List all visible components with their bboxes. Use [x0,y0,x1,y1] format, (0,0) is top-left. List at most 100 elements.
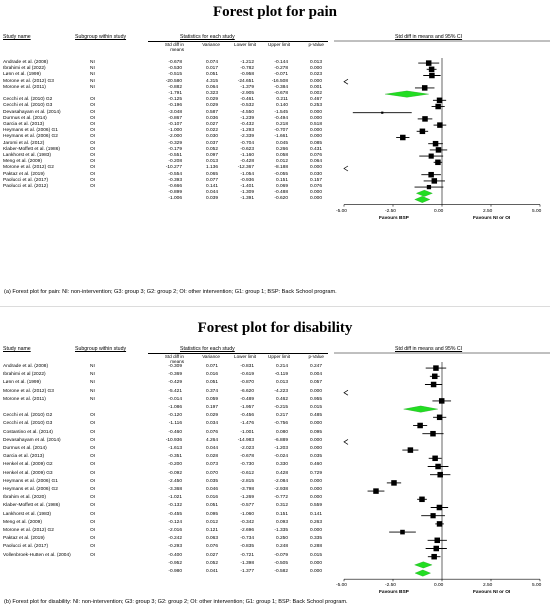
row-p-value: 0.057 [309,380,322,386]
row-smd-value: -0.196 [168,103,182,109]
row-subgroup: OI [90,552,96,558]
row-lo-value: -6.620 [240,388,254,394]
row-p-value: 0.013 [309,60,322,65]
header-subgroup: Subgroup within study [75,346,127,352]
panel-title: Forest plot for disability [197,320,353,336]
row-hi-value: -0.055 [274,171,288,177]
row-subgroup: OI [90,140,96,146]
point-estimate-square [430,430,436,437]
row-hi-value: 0.266 [275,146,288,152]
row-var-value: 0.051 [205,503,218,509]
row-study-name: Meng et al. (2009) [3,159,42,165]
row-p-value: 0.000 [309,128,322,134]
row-var-value: 0.095 [205,511,218,517]
row-subgroup: NI [90,372,95,378]
row-study-name: Lønn et al. (1999) [3,380,41,386]
row-subgroup: OI [90,544,96,550]
point-estimate-square [400,529,405,535]
row-lo-value: -12.367 [237,165,254,171]
header-rule [148,41,328,42]
row-var-value: 0.028 [205,454,218,460]
row-var-value: 0.587 [205,109,218,115]
row-study-name: Morone et al. (2012) G3 [3,388,54,394]
row-lo-value: -0.342 [240,519,254,525]
subgroup-diamond [415,189,433,197]
point-estimate-square [426,184,432,190]
row-subgroup: OI [90,478,96,484]
row-hi-value: 0.045 [275,140,288,146]
x-tick-label: 5.00 [532,208,542,214]
row-lo-value: -2.815 [240,478,254,484]
row-var-value: 0.076 [205,544,218,550]
row-study-name: Lankhorst et al. (1983) [3,153,51,158]
forest-plot-chart [334,40,550,207]
row-hi-value: -0.756 [274,421,288,427]
row-subgroup: OI [90,97,96,103]
row-hi-value: 0.428 [275,470,288,476]
row-study-name: Morone et al. (2011) [3,84,46,90]
row-smd-value: -0.125 [168,97,182,103]
row-subgroup: OI [90,146,96,152]
point-estimate-square [422,116,428,122]
row-subgroup: NI [90,396,95,402]
row-study-name: Andrade et al. (2008) [3,60,49,65]
row-smd-value: -20.580 [165,78,182,84]
x-tick-label: 0.00 [434,583,444,589]
row-lo-value: -1.377 [240,569,254,574]
row-var-value: 0.051 [205,72,218,78]
x-tick-label: -2.50 [385,208,396,214]
row-subgroup: OI [90,511,96,517]
row-study-name: Garcia et al. (2013) [3,122,45,127]
point-estimate-square [417,422,423,429]
point-estimate-square [391,480,397,486]
row-var-value: 0.013 [205,159,218,165]
row-hi-value: 0.093 [275,519,288,525]
row-smd-value: -5.421 [168,388,182,394]
row-lo-value: -0.730 [240,462,254,468]
row-study-name: Morone et al. (2012) G2 [3,528,54,533]
row-p-value: 0.460 [309,462,322,468]
row-var-value: 0.027 [205,552,218,558]
row-var-value: 0.036 [205,115,218,121]
row-smd-value: -0.132 [168,503,182,509]
row-smd-value: -3.368 [168,487,182,492]
row-subgroup: NI [90,72,95,78]
row-lo-value: -0.734 [240,536,254,542]
panel-separator [0,306,550,307]
row-subgroup: OI [90,454,96,460]
row-p-value: 0.000 [309,190,322,196]
row-smd-value: -0.309 [168,364,182,369]
row-p-value: 0.141 [309,511,322,517]
subheader-variance: Variance [202,354,220,359]
point-estimate-square [432,455,438,462]
row-hi-value: 0.013 [275,380,288,386]
row-smd-value: -1.613 [168,446,182,451]
row-lo-value: -0.619 [240,372,254,378]
row-hi-value: -0.119 [274,372,288,378]
row-smd-value: -1.000 [168,128,182,134]
row-var-value: 0.197 [205,405,218,410]
row-p-value: 0.015 [309,552,322,558]
row-study-name: Cecchi et al. (2010) G3 [3,421,53,427]
row-subgroup: NI [90,364,95,369]
row-p-value: 0.253 [309,103,322,109]
row-smd-value: -0.092 [168,470,182,476]
row-subgroup: OI [90,462,96,468]
left-arrow-marker [343,389,349,396]
row-hi-value: 0.218 [275,122,288,127]
row-subgroup: OI [90,470,96,476]
subgroup-diamond [403,405,438,413]
row-lo-value: -2.339 [240,134,254,140]
row-smd-value: -0.014 [168,396,182,402]
row-var-value: 0.037 [205,140,218,146]
overall-diamond [414,196,431,203]
row-lo-value: -0.532 [240,103,254,109]
row-var-value: 0.016 [205,495,218,501]
row-subgroup: NI [90,66,95,72]
row-p-value: 0.000 [309,495,322,501]
subgroup-diamond [414,561,433,569]
point-estimate-square [425,60,432,66]
row-var-value: 0.077 [205,177,218,183]
row-study-name: Heymans et al. (2006) G1 [3,478,58,484]
row-p-value: 0.002 [309,91,322,96]
